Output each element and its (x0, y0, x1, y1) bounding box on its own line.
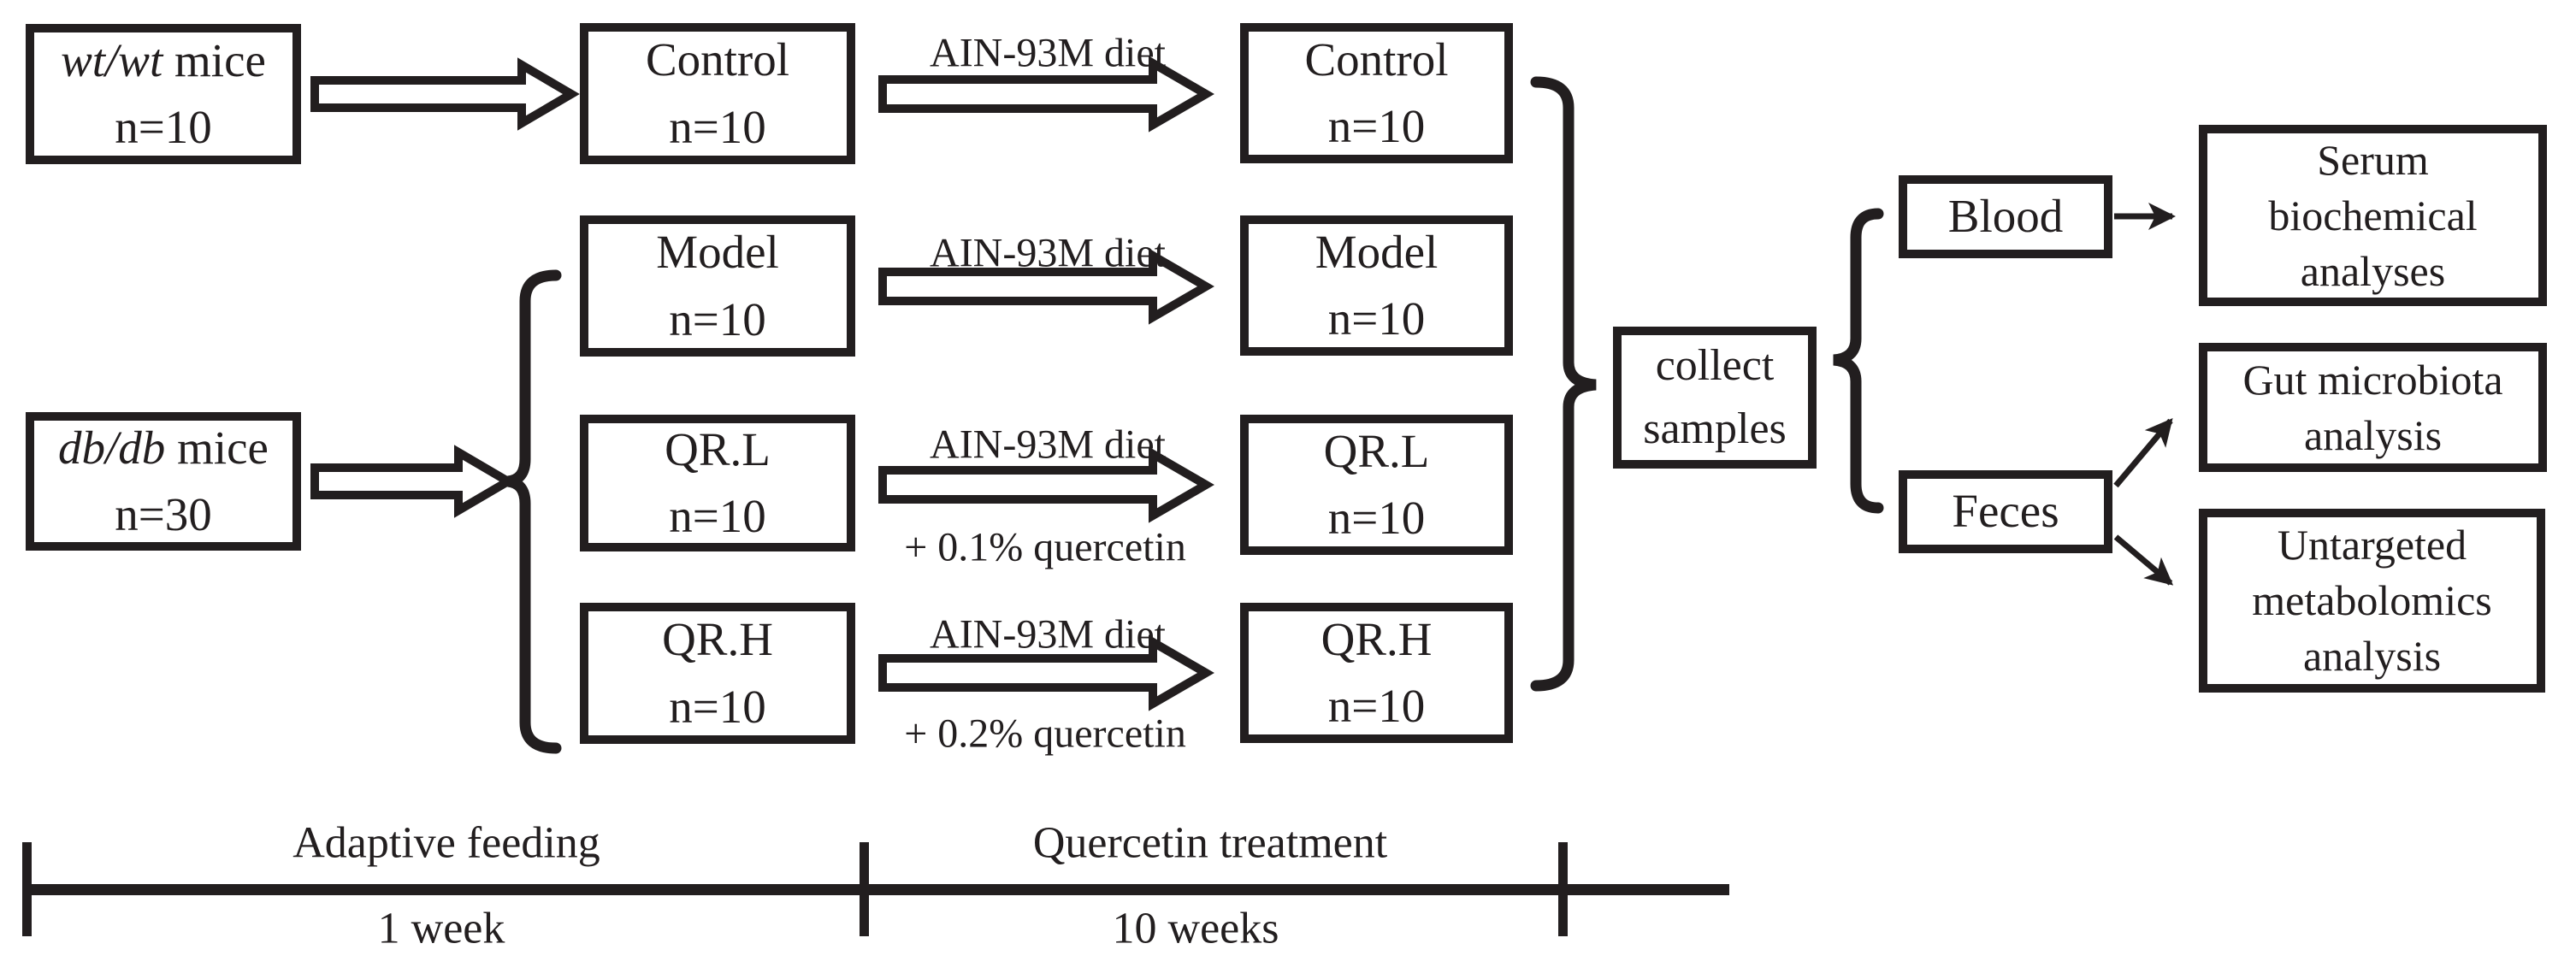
qrh-post-name: QR.H (1320, 612, 1433, 665)
blood-label: Blood (1947, 190, 2064, 243)
timeline-phase2-label: Quercetin treatment (1032, 818, 1388, 868)
diet-label-control: AIN-93M diet (930, 30, 1166, 76)
timeline-phase1-duration: 1 week (377, 904, 505, 953)
timeline-tick-end (1558, 842, 1568, 936)
serum-line2: biochemical (2268, 191, 2478, 239)
untargeted-line1: Untargeted (2277, 521, 2467, 569)
node-db-mice: db/db mice n=30 (26, 412, 301, 551)
untargeted-line2: metabolomics (2252, 576, 2492, 624)
qrl-pre-name: QR.L (665, 422, 771, 475)
feces-label: Feces (1952, 485, 2059, 538)
gut-line1: Gut microbiota (2242, 355, 2503, 404)
qrl-post-count: n=10 (1327, 492, 1426, 544)
node-control-post: Control n=10 (1240, 23, 1513, 163)
gut-line2: analysis (2303, 410, 2443, 459)
node-control-pre: Control n=10 (580, 23, 855, 164)
db-mice-count: n=30 (115, 488, 212, 540)
node-qrh-pre: QR.H n=10 (580, 603, 855, 744)
db-mice-label: db/db mice (58, 421, 269, 474)
quercetin-label-qrh: + 0.2% quercetin (904, 711, 1186, 757)
arrow-feces-to-gut-icon (2113, 417, 2173, 488)
timeline-tick-start (22, 842, 32, 936)
model-pre-name: Model (656, 226, 779, 279)
brace-db-groups-icon (506, 269, 562, 754)
qrh-pre-name: QR.H (662, 613, 773, 666)
block-arrow-control-treatment-icon (878, 56, 1214, 133)
collect-line2: samples (1643, 404, 1787, 453)
qrh-pre-count: n=10 (669, 680, 766, 733)
diet-label-model: AIN-93M diet (930, 230, 1166, 276)
control-pre-count: n=10 (669, 100, 766, 153)
node-qrl-post: QR.L n=10 (1240, 415, 1513, 555)
diet-label-qrh: AIN-93M diet (930, 611, 1166, 658)
timeline-tick-mid (860, 842, 869, 936)
brace-blood-feces-icon (1833, 208, 1884, 514)
node-blood: Blood (1899, 175, 2112, 258)
node-gut-microbiota: Gut microbiota analysis (2199, 343, 2547, 472)
wt-mice-count: n=10 (115, 101, 212, 153)
serum-line1: Serum (2317, 135, 2429, 184)
block-arrow-qrl-treatment-icon (878, 446, 1214, 523)
node-collect-samples: collect samples (1613, 327, 1817, 469)
block-arrow-qrh-treatment-icon (878, 634, 1214, 711)
node-feces: Feces (1899, 470, 2112, 553)
node-wt-mice: wt/wt mice n=10 (26, 24, 301, 164)
model-post-count: n=10 (1327, 292, 1426, 345)
serum-line3: analyses (2300, 246, 2446, 295)
wt-mice-label: wt/wt mice (61, 33, 266, 86)
node-model-post: Model n=10 (1240, 215, 1513, 356)
node-model-pre: Model n=10 (580, 215, 855, 357)
qrl-post-name: QR.L (1323, 424, 1430, 477)
quercetin-label-qrl: + 0.1% quercetin (904, 524, 1186, 570)
node-serum-analyses: Serum biochemical analyses (2199, 125, 2547, 306)
model-pre-count: n=10 (669, 292, 766, 345)
block-arrow-wt-to-control-icon (310, 57, 580, 131)
arrow-feces-to-untargeted-icon (2113, 534, 2174, 586)
timeline-axis (24, 884, 1729, 895)
timeline-phase1-label: Adaptive feeding (292, 818, 600, 868)
brace-collect-samples-icon (1530, 76, 1597, 692)
untargeted-line3: analysis (2302, 632, 2442, 680)
node-qrl-pre: QR.L n=10 (580, 415, 855, 551)
timeline-phase2-duration: 10 weeks (1112, 904, 1279, 953)
node-qrh-post: QR.H n=10 (1240, 603, 1513, 743)
control-post-count: n=10 (1327, 100, 1426, 152)
model-post-name: Model (1315, 225, 1439, 278)
node-untargeted-metabolomics: Untargeted metabolomics analysis (2199, 509, 2545, 693)
collect-line1: collect (1655, 341, 1775, 391)
control-pre-name: Control (645, 33, 790, 86)
diet-label-qrl: AIN-93M diet (930, 422, 1166, 468)
qrh-post-count: n=10 (1327, 680, 1426, 732)
block-arrow-model-treatment-icon (878, 248, 1214, 325)
block-arrow-db-to-brace-icon (310, 445, 517, 518)
qrl-pre-count: n=10 (669, 490, 766, 542)
control-post-name: Control (1304, 32, 1449, 86)
